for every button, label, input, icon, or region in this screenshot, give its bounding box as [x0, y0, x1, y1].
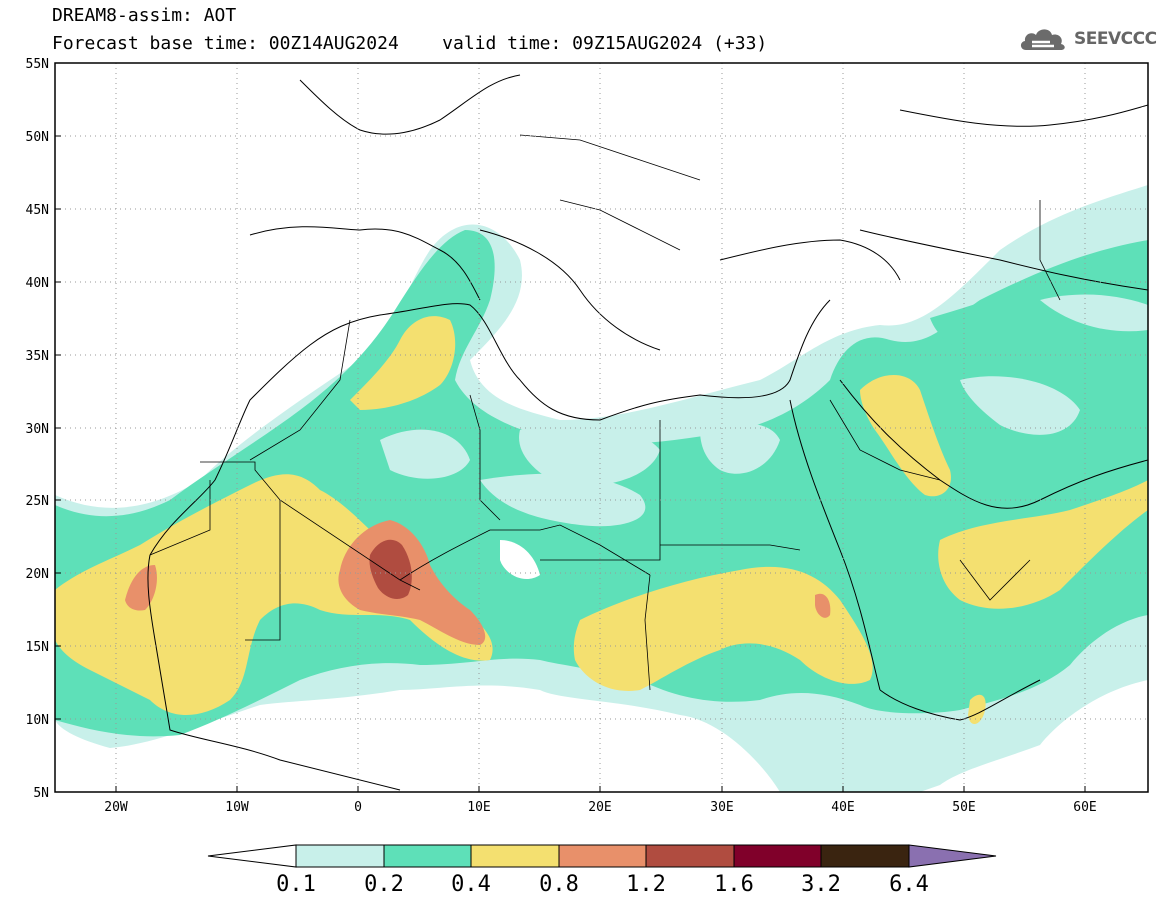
country-borders [149, 134, 1061, 691]
map-title: DREAM8-assim: AOT [52, 5, 237, 26]
lon-label: 40E [831, 800, 854, 815]
tick-marks [55, 135, 1086, 792]
lon-label: 20W [104, 800, 128, 815]
graticule [55, 63, 1148, 792]
lat-label: 45N [26, 203, 49, 218]
valid-time: valid time: 09Z15AUG2024 (+33) [442, 33, 768, 54]
base-time: Forecast base time: 00Z14AUG2024 [52, 33, 399, 54]
logo-text: SEEVCCC [1074, 29, 1157, 49]
forecast-times: Forecast base time: 00Z14AUG2024 valid t… [52, 34, 767, 54]
aot-level-1-2 [369, 539, 412, 599]
lat-label: 25N [26, 494, 49, 509]
seevccc-logo: SEEVCCC [1018, 24, 1157, 54]
lat-label: 30N [26, 422, 49, 437]
lat-label: 10N [26, 713, 49, 728]
lat-label: 5N [33, 786, 49, 801]
lon-label: 20E [588, 800, 611, 815]
aot-field [55, 185, 1148, 792]
longitude-labels: 20W 10W 0 10E 20E 30E 40E 50E 60E [104, 800, 1096, 815]
lon-label: 0 [354, 800, 362, 815]
lon-label: 10W [225, 800, 249, 815]
cloud-icon [1020, 29, 1065, 50]
lat-label: 15N [26, 640, 49, 655]
lon-label: 50E [952, 800, 975, 815]
lon-label: 10E [467, 800, 490, 815]
lon-label: 60E [1073, 800, 1096, 815]
lat-label: 55N [26, 57, 49, 72]
latitude-labels: 55N 50N 45N 40N 35N 30N 25N 20N 15N 10N … [26, 57, 49, 801]
lat-label: 50N [26, 130, 49, 145]
lat-label: 20N [26, 567, 49, 582]
lon-label: 30E [710, 800, 733, 815]
aot-level-0-1-inner [380, 294, 1148, 580]
lat-label: 40N [26, 276, 49, 291]
coastlines [147, 74, 1148, 791]
lat-label: 35N [26, 349, 49, 364]
